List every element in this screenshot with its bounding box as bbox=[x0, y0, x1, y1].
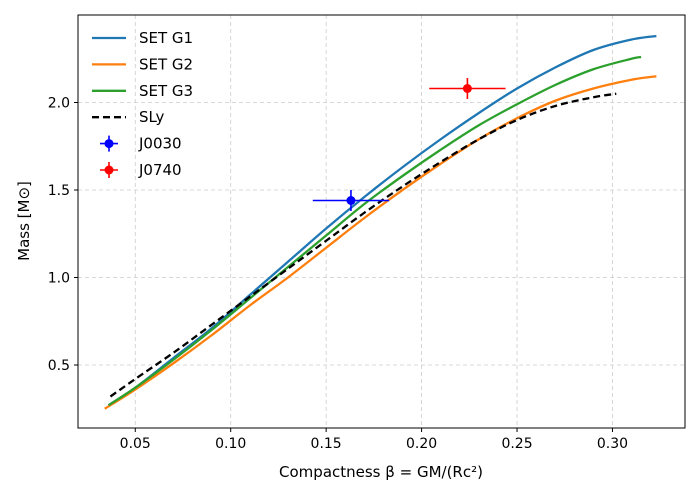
x-tick-label: 0.25 bbox=[501, 436, 532, 452]
series-line-set-g2 bbox=[104, 75, 657, 410]
y-tick-label: 1.5 bbox=[48, 183, 70, 199]
legend-label-j0740: J0740 bbox=[138, 161, 182, 179]
y-tick-label: 2.0 bbox=[48, 96, 70, 112]
x-tick-label: 0.15 bbox=[311, 436, 342, 452]
legend-label-set-g1: SET G1 bbox=[139, 29, 193, 47]
y-tick-label: 1.0 bbox=[48, 271, 70, 287]
point-j0030 bbox=[346, 196, 356, 205]
legend-label-sly: SLy bbox=[139, 108, 165, 126]
x-tick-label: 0.10 bbox=[215, 436, 246, 452]
x-tick-label: 0.30 bbox=[597, 436, 628, 452]
legend-label-set-g2: SET G2 bbox=[139, 55, 193, 73]
x-tick-label: 0.05 bbox=[120, 436, 151, 452]
legend-marker-j0030 bbox=[104, 139, 114, 149]
legend-label-j0030: J0030 bbox=[138, 135, 182, 153]
axis-ticks: 0.05 0.10 0.15 0.20 0.25 0.30 0.5 1.0 1.5 2.0 bbox=[48, 96, 628, 453]
point-j0740 bbox=[462, 84, 472, 93]
y-axis-label: Mass [M⊙] bbox=[15, 181, 33, 261]
plot-frame bbox=[77, 14, 686, 429]
legend-marker-j0740 bbox=[104, 165, 114, 175]
data-points-group bbox=[312, 78, 506, 211]
x-tick-label: 0.20 bbox=[406, 436, 437, 452]
series-line-sly bbox=[109, 92, 617, 398]
series-group bbox=[104, 34, 657, 410]
legend-label-set-g3: SET G3 bbox=[139, 82, 193, 100]
y-tick-label: 0.5 bbox=[48, 358, 70, 374]
grid bbox=[78, 15, 685, 428]
series-line-set-g3 bbox=[107, 55, 642, 407]
legend: SET G1 SET G2 SET G3 SLy J0030 J0740 bbox=[92, 29, 193, 179]
series-line-set-g1 bbox=[107, 34, 657, 407]
x-axis-label: Compactness β = GM/(Rc²) bbox=[279, 463, 483, 481]
